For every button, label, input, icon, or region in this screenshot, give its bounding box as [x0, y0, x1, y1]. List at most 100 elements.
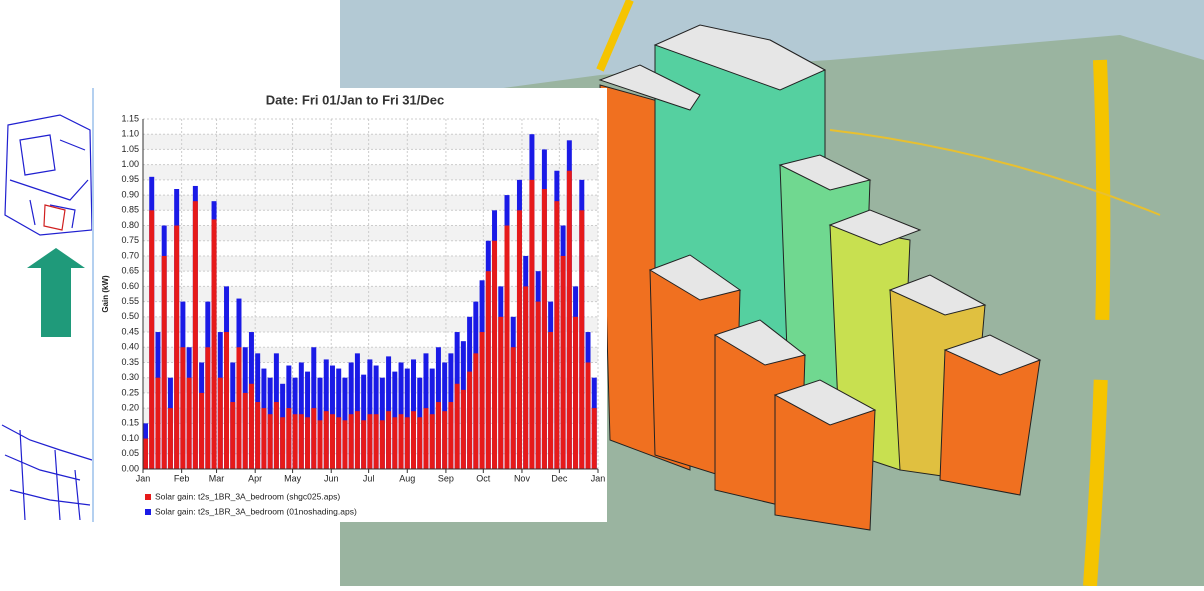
bar: [186, 377, 192, 469]
bar: [560, 255, 566, 469]
bar: [492, 240, 498, 469]
bar: [317, 420, 323, 469]
bar: [367, 414, 373, 469]
sun-path-2: [596, 0, 634, 72]
legend-swatch: [145, 509, 151, 515]
x-tick-label: Feb: [174, 473, 190, 483]
bar: [336, 417, 342, 469]
bar: [292, 414, 298, 469]
y-axis-label: Gain (kW): [101, 275, 110, 313]
bar: [236, 347, 242, 469]
bar: [516, 210, 522, 469]
bar: [504, 225, 510, 469]
bar: [298, 414, 304, 469]
x-tick-label: Mar: [209, 473, 225, 483]
x-tick-label: Nov: [514, 473, 531, 483]
bar: [411, 411, 416, 469]
plot: 0.00 0.05 0.10 0.15 0.20 0.25 0.30 0.35 0.40 0.45…: [121, 113, 605, 516]
y-tick-label: 0.00: [121, 463, 139, 473]
bar: [554, 201, 560, 469]
bar: [585, 362, 591, 469]
bar: [242, 392, 248, 469]
bar: [573, 316, 579, 469]
y-tick-label: 0.85: [121, 205, 139, 215]
x-tick-label: Jun: [324, 473, 339, 483]
x-tick-label: Jan: [591, 473, 606, 483]
x-tick-label: Oct: [476, 473, 491, 483]
y-tick-label: 0.45: [121, 326, 139, 336]
bar: [423, 408, 429, 469]
y-tick-label: 0.55: [121, 296, 139, 306]
x-tick-label: May: [284, 473, 302, 483]
grid-band: [143, 255, 598, 272]
x-tick-label: Dec: [551, 473, 568, 483]
bar: [211, 219, 217, 469]
bar: [591, 408, 597, 469]
bar: [454, 383, 460, 469]
chart-title: Date: Fri 01/Jan to Fri 31/Dec: [266, 92, 444, 107]
y-tick-label: 0.10: [121, 433, 139, 443]
bar: [510, 347, 516, 469]
y-tick-label: 0.05: [121, 448, 139, 458]
bar: [566, 170, 572, 469]
x-tick-label: Jul: [363, 473, 375, 483]
sun-arc: [829, 129, 1161, 216]
y-tick-label: 1.15: [121, 113, 139, 123]
bar: [404, 417, 410, 469]
bar: [217, 377, 223, 469]
bar: [429, 414, 435, 469]
bar: [442, 411, 448, 469]
bar: [161, 255, 167, 469]
bar: [498, 316, 504, 469]
bar: [386, 411, 392, 469]
bar: [224, 332, 230, 469]
bar: [255, 402, 261, 469]
bar: [579, 210, 585, 469]
grid-band: [143, 195, 598, 211]
y-tick-label: 0.40: [121, 342, 139, 352]
y-tick-label: 1.10: [121, 129, 139, 139]
y-tick-label: 0.90: [121, 189, 139, 199]
bar: [230, 402, 236, 469]
bar: [529, 179, 535, 469]
bar: [273, 402, 279, 469]
y-tick-label: 0.60: [121, 281, 139, 291]
arrow: [27, 248, 85, 337]
bar: [523, 286, 529, 469]
y-tick-label: 0.35: [121, 357, 139, 367]
y-tick-label: 0.75: [121, 235, 139, 245]
grid-band: [143, 134, 598, 150]
y-tick-label: 0.65: [121, 266, 139, 276]
bar: [267, 414, 273, 469]
bar: [192, 201, 198, 469]
bar: [149, 210, 155, 469]
bar: [392, 417, 398, 469]
bar: [479, 332, 485, 469]
bar: [155, 377, 161, 469]
y-tick-label: 1.05: [121, 144, 139, 154]
bar: [467, 371, 473, 469]
legend-label: Solar gain: t2s_1BR_3A_bedroom (01noshad…: [155, 506, 357, 516]
bar: [398, 414, 404, 469]
x-tick-label: Apr: [248, 473, 262, 483]
bar: [199, 392, 205, 469]
y-tick-label: 0.80: [121, 220, 139, 230]
y-tick-label: 0.30: [121, 372, 139, 382]
bar: [261, 408, 267, 469]
floor-plan-bottom: [1, 424, 93, 521]
y-tick-label: 0.95: [121, 174, 139, 184]
bar: [248, 383, 254, 469]
bar: [167, 408, 173, 469]
bar: [373, 414, 379, 469]
x-tick-label: Aug: [399, 473, 415, 483]
buildings: [598, 24, 1042, 531]
bar: [348, 414, 354, 469]
bar: [435, 402, 441, 469]
bar: [460, 389, 466, 469]
legend-swatch: [145, 494, 151, 500]
bar: [323, 411, 329, 469]
bar: [342, 420, 348, 469]
y-tick-label: 0.50: [121, 311, 139, 321]
bar: [417, 417, 423, 469]
